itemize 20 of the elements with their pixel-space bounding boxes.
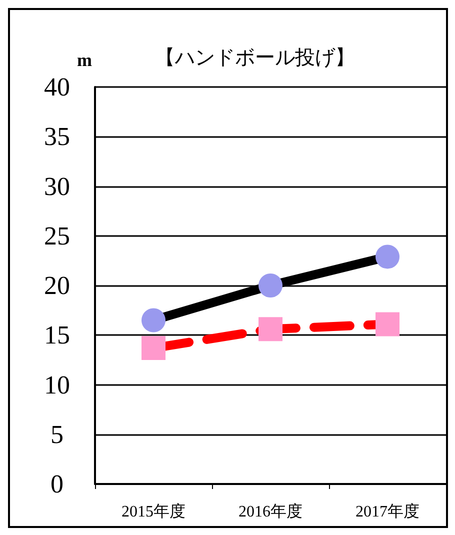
y-tick-label: 0 [50, 470, 64, 498]
y-tick-label: 5 [50, 420, 64, 449]
y-tick-label: 20 [44, 271, 70, 300]
x-tick-label: 2017年度 [356, 502, 420, 520]
y-tick-label: 10 [44, 370, 70, 400]
y-axis-title: m [77, 50, 92, 70]
x-tick-label: 2015年度 [122, 502, 186, 520]
y-tick-label: 30 [44, 172, 70, 201]
chart-title: 【ハンドボール投げ】 [155, 45, 355, 69]
x-tick-label: 2016年度 [238, 502, 302, 520]
point [258, 274, 282, 298]
point [258, 317, 282, 342]
point [142, 336, 166, 360]
point [376, 244, 400, 269]
y-tick-label: 35 [44, 122, 70, 152]
y-tick-label: 25 [44, 221, 70, 250]
point [376, 312, 400, 336]
y-tick-label: 40 [44, 72, 70, 102]
y-tick-label: 15 [44, 320, 70, 350]
point [142, 308, 166, 332]
